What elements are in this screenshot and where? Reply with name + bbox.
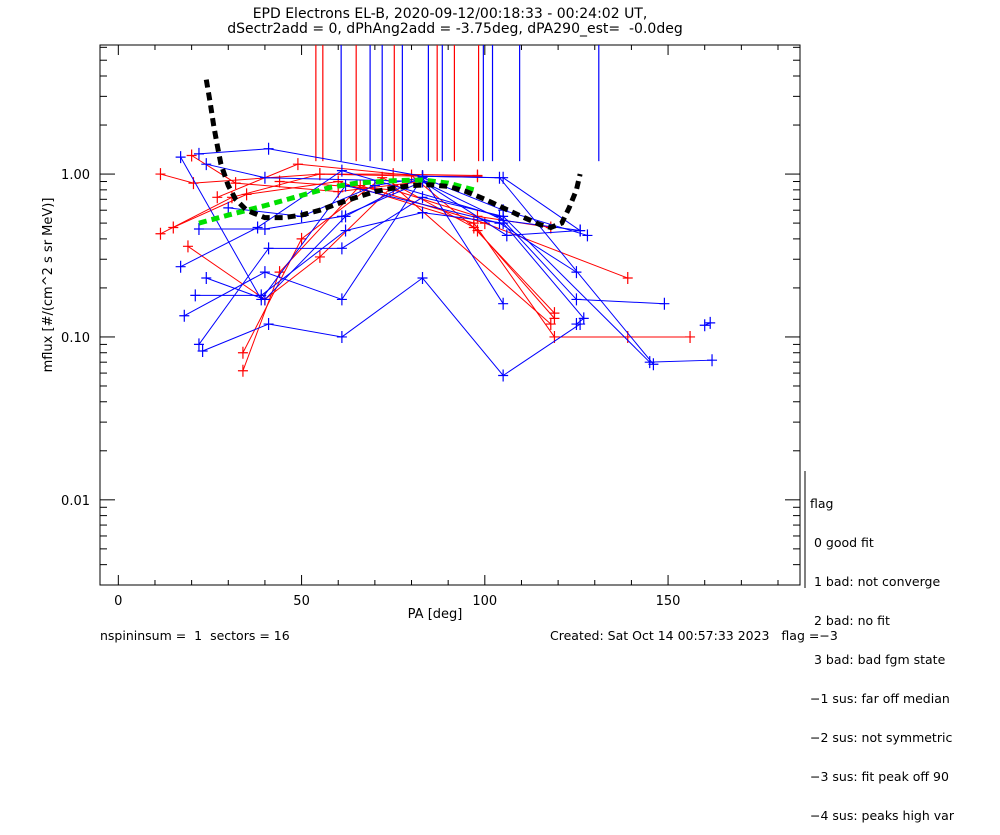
- blue-data-point: [193, 338, 204, 351]
- blue-data-point: [575, 318, 586, 331]
- blue-data-point: [498, 297, 509, 310]
- legend-item: 1 bad: not converge: [810, 574, 941, 589]
- red-data-point: [155, 168, 166, 181]
- red-data-point: [237, 346, 248, 359]
- y-tick-label: 0.10: [61, 331, 90, 346]
- blue-data-point: [223, 201, 234, 214]
- x-tick-label: 50: [293, 594, 310, 609]
- legend-item: −1 sus: far off median: [810, 691, 950, 706]
- blue-data-point: [336, 242, 347, 255]
- blue-series-line: [206, 175, 654, 365]
- y-tick-label: 1.00: [61, 168, 90, 183]
- red-data-point: [622, 272, 633, 285]
- blue-data-point: [501, 229, 512, 242]
- blue-series-line: [202, 277, 581, 377]
- red-data-point: [212, 191, 223, 204]
- y-axis-label: mflux [#/(cm^2 s sr MeV)]: [41, 198, 56, 373]
- red-data-point: [186, 149, 197, 162]
- red-data-point: [468, 221, 479, 234]
- x-axis-label: PA [deg]: [408, 607, 463, 622]
- red-data-point: [237, 364, 248, 377]
- blue-data-point: [571, 266, 582, 279]
- blue-data-point: [252, 221, 263, 234]
- red-data-point: [241, 188, 252, 201]
- plot-frame: [99, 44, 801, 586]
- red-data-point: [314, 250, 325, 263]
- legend-item: 2 bad: no fit: [810, 613, 890, 628]
- red-data-point: [292, 158, 303, 171]
- blue-data-point: [571, 293, 582, 306]
- blue-data-point: [705, 316, 716, 329]
- red-data-point: [168, 221, 179, 234]
- footer-left: nspininsum = 1 sectors = 16: [100, 628, 290, 643]
- blue-data-point: [575, 224, 586, 237]
- blue-data-point: [659, 297, 670, 310]
- green-fit-curve: [198, 177, 475, 226]
- red-data-point: [314, 168, 325, 181]
- red-series-line: [191, 155, 423, 193]
- legend-item: −4 sus: peaks high var: [810, 808, 954, 823]
- legend-item: −3 sus: fit peak off 90: [810, 769, 949, 784]
- y-tick-label: 0.01: [61, 494, 90, 509]
- blue-data-point: [336, 164, 347, 177]
- legend-item: 0 good fit: [810, 535, 874, 550]
- blue-data-point: [201, 272, 212, 285]
- blue-data-point: [417, 272, 428, 285]
- blue-data-point: [259, 222, 270, 235]
- blue-data-point: [193, 147, 204, 160]
- red-data-point: [274, 175, 285, 188]
- red-data-point: [545, 318, 556, 331]
- blue-series-line: [180, 170, 665, 305]
- red-data-point: [182, 240, 193, 253]
- blue-data-point: [336, 330, 347, 343]
- blue-data-point: [175, 151, 186, 164]
- blue-data-point: [340, 224, 351, 237]
- blue-data-point: [201, 158, 212, 171]
- flag-legend: flag 0 good fit 1 bad: not converge 2 ba…: [810, 471, 954, 835]
- legend-item: 3 bad: bad fgm state: [810, 652, 946, 667]
- black-fit-curve: [203, 79, 583, 231]
- chart-title-line-1: EPD Electrons EL-B, 2020-09-12/00:18:33 …: [252, 6, 648, 22]
- blue-data-point: [263, 242, 274, 255]
- plot-area: 0 50 100 150 PA [deg] 1.00 0.10 0.01 mflux [#/(c…: [41, 44, 806, 622]
- x-tick-label: 100: [472, 594, 497, 609]
- blue-data-point: [193, 222, 204, 235]
- blue-data-point: [498, 369, 509, 382]
- blue-data-point: [707, 354, 718, 367]
- red-data-point: [155, 227, 166, 240]
- red-data-point: [274, 266, 285, 279]
- blue-series-line: [180, 156, 577, 301]
- blue-data-point: [259, 266, 270, 279]
- blue-data-point: [175, 260, 186, 273]
- red-data-point: [685, 330, 696, 343]
- x-tick-label: 0: [114, 594, 122, 609]
- blue-data-point: [197, 344, 208, 357]
- legend-item: −2 sus: not symmetric: [810, 730, 953, 745]
- red-data-point: [549, 307, 560, 320]
- blue-data-point: [699, 319, 710, 332]
- blue-data-point: [263, 318, 274, 331]
- blue-data-point: [190, 289, 201, 302]
- blue-data-point: [263, 142, 274, 155]
- blue-data-point: [417, 206, 428, 219]
- blue-data-point: [259, 171, 270, 184]
- blue-data-point: [648, 358, 659, 371]
- red-data-point: [296, 232, 307, 245]
- footer-right: Created: Sat Oct 14 00:57:33 2023 flag =…: [550, 628, 838, 643]
- red-data-point: [230, 177, 241, 190]
- blue-data-point: [259, 293, 270, 306]
- red-data-point: [472, 169, 483, 182]
- blue-series-line: [198, 180, 581, 236]
- x-tick-label: 150: [656, 594, 681, 609]
- blue-data-point: [417, 191, 428, 204]
- blue-data-point: [336, 293, 347, 306]
- legend-title: flag: [810, 496, 834, 511]
- blue-data-point: [582, 229, 593, 242]
- chart-title-line-2: dSectr2add = 0, dPhAng2add = -3.75deg, d…: [227, 21, 683, 37]
- blue-data-point: [494, 171, 505, 184]
- blue-data-point: [336, 210, 347, 223]
- blue-data-point: [179, 309, 190, 322]
